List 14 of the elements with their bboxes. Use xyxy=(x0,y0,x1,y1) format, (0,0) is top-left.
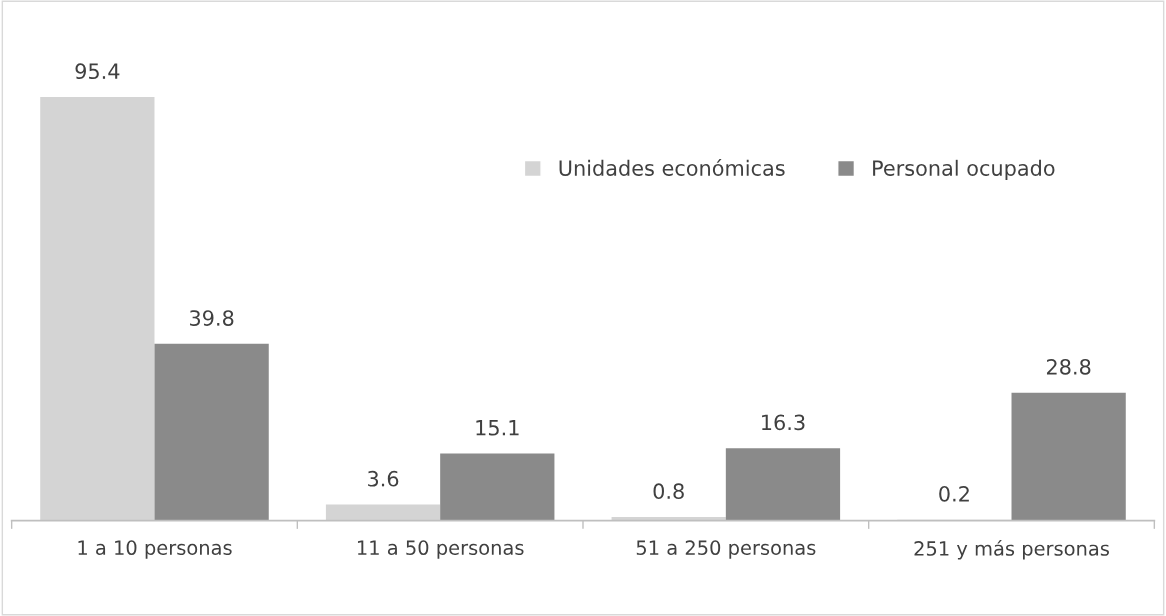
data-label: 16.3 xyxy=(762,414,805,431)
data-label: 15.1 xyxy=(476,420,519,436)
data-label: 28.8 xyxy=(1046,358,1091,375)
data-label: 3.6 xyxy=(368,470,399,487)
data-label: 0.2 xyxy=(939,485,969,502)
data-label: 0.8 xyxy=(653,483,684,500)
x-tick-label: 51 a 250 personas xyxy=(636,540,816,559)
x-tick-label: 1 a 10 personas xyxy=(78,540,232,559)
data-label: 39.8 xyxy=(190,310,234,326)
x-tick-label: 251 y más personas xyxy=(914,539,1109,560)
legend-label: Personal ocupado xyxy=(873,159,1055,180)
x-tick-label: 11 a 50 personas xyxy=(357,540,524,559)
data-label: 95.4 xyxy=(75,63,120,80)
legend-label: Unidades económicas xyxy=(559,158,785,176)
